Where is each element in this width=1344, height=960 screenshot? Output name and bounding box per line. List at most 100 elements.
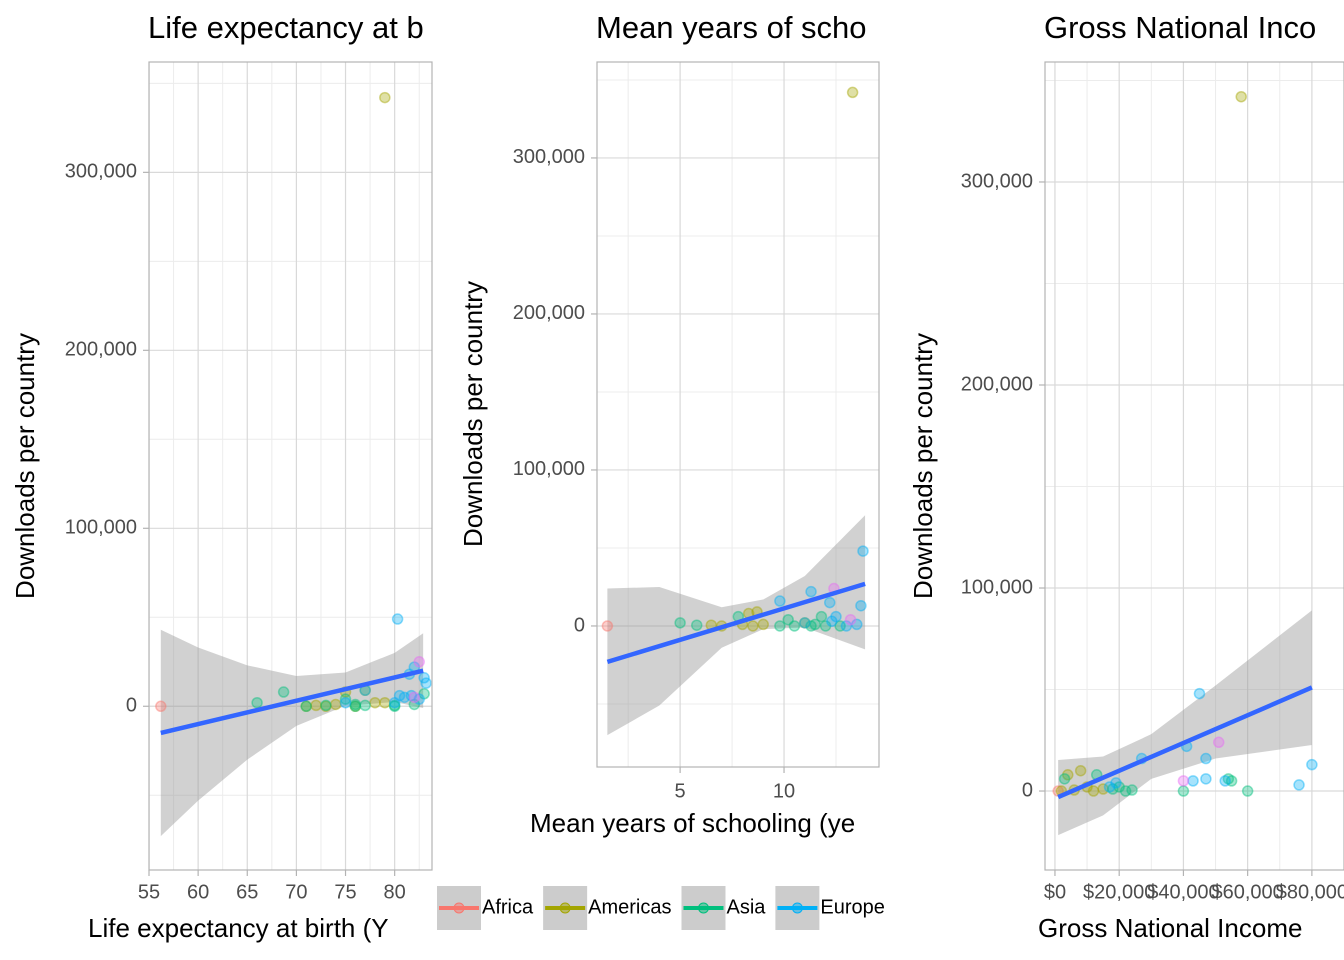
legend-point bbox=[453, 902, 465, 914]
chart-title: Mean years of scho bbox=[596, 10, 867, 45]
y-tick-label: 0 bbox=[574, 614, 585, 636]
panel: 0 100,000 200,000 300,000 55 60 65 70 75 80 Life e… bbox=[10, 10, 433, 943]
legend-point bbox=[697, 902, 709, 914]
point bbox=[805, 620, 817, 632]
point bbox=[349, 700, 362, 713]
y-tick-label: 0 bbox=[1022, 779, 1033, 801]
x-tick-label: 55 bbox=[138, 881, 160, 903]
point bbox=[799, 617, 811, 629]
point bbox=[155, 700, 167, 713]
point bbox=[1107, 783, 1119, 795]
point bbox=[1087, 785, 1100, 797]
point bbox=[857, 545, 869, 557]
x-axis-title: Gross National Income bbox=[1038, 913, 1302, 943]
fit-line bbox=[606, 581, 866, 665]
point bbox=[359, 699, 371, 712]
point bbox=[1200, 773, 1212, 785]
point bbox=[320, 699, 332, 712]
point bbox=[339, 693, 352, 705]
y-axis-title: Downloads per country bbox=[458, 281, 488, 547]
point bbox=[418, 688, 430, 700]
point bbox=[408, 698, 421, 711]
point bbox=[815, 610, 828, 623]
point bbox=[799, 617, 811, 629]
point bbox=[855, 599, 867, 612]
point bbox=[834, 620, 846, 632]
point bbox=[388, 699, 401, 712]
point bbox=[788, 620, 801, 632]
x-axis-title: Life expectancy at birth (Y bbox=[88, 913, 389, 943]
legend-label: Europe bbox=[820, 896, 885, 918]
point bbox=[601, 620, 614, 632]
point bbox=[1222, 773, 1235, 785]
point bbox=[398, 691, 411, 704]
point bbox=[277, 686, 290, 698]
point bbox=[851, 618, 863, 631]
y-tick-label: 300,000 bbox=[65, 161, 137, 183]
point bbox=[1235, 90, 1247, 103]
y-tick-label: 200,000 bbox=[961, 373, 1033, 395]
point bbox=[418, 672, 430, 684]
x-tick-label: $20,000 bbox=[1083, 881, 1155, 903]
y-tick-label: 100,000 bbox=[961, 576, 1033, 598]
plot-background bbox=[1045, 62, 1344, 870]
point bbox=[1110, 777, 1122, 789]
point bbox=[339, 696, 352, 709]
point bbox=[413, 693, 425, 705]
point bbox=[826, 615, 838, 628]
x-tick-label: 80 bbox=[384, 881, 406, 903]
point bbox=[846, 86, 859, 99]
point bbox=[840, 620, 853, 632]
point bbox=[369, 696, 381, 709]
point bbox=[413, 656, 425, 668]
point bbox=[747, 620, 759, 632]
plot-border bbox=[596, 61, 880, 768]
point bbox=[1097, 783, 1109, 795]
legend-label: Africa bbox=[482, 896, 534, 918]
point bbox=[830, 610, 842, 623]
y-tick-label: 300,000 bbox=[961, 170, 1033, 192]
point bbox=[320, 700, 332, 713]
x-tick-label: 75 bbox=[334, 881, 356, 903]
point bbox=[379, 91, 391, 104]
point bbox=[690, 619, 703, 631]
confidence-band bbox=[160, 629, 424, 837]
point bbox=[1241, 785, 1254, 797]
legend-point bbox=[559, 902, 571, 914]
point bbox=[251, 696, 263, 709]
point bbox=[1219, 775, 1231, 787]
x-tick-label: 60 bbox=[187, 881, 209, 903]
point bbox=[1074, 764, 1087, 777]
point bbox=[300, 700, 312, 713]
chart-title: Life expectancy at b bbox=[148, 10, 424, 45]
point bbox=[757, 618, 769, 631]
x-tick-label: $40,000 bbox=[1147, 881, 1219, 903]
point bbox=[823, 596, 836, 609]
point bbox=[774, 620, 786, 632]
plot-border bbox=[1044, 61, 1344, 871]
fit-line bbox=[1057, 685, 1313, 800]
x-tick-label: $80,000 bbox=[1276, 881, 1344, 903]
plot-background bbox=[149, 62, 432, 870]
x-tick-label: 5 bbox=[675, 780, 686, 802]
y-tick-label: 100,000 bbox=[513, 458, 585, 480]
legend-label: Asia bbox=[726, 896, 766, 918]
plot-area bbox=[149, 62, 432, 870]
y-axis-title: Downloads per country bbox=[908, 333, 938, 599]
panel: 0 100,000 200,000 300,000 5 10 Mean years of s… bbox=[458, 10, 880, 838]
point bbox=[420, 677, 432, 689]
point bbox=[782, 613, 794, 626]
point bbox=[1177, 775, 1190, 787]
point bbox=[1113, 781, 1125, 793]
point bbox=[391, 613, 404, 625]
x-axis-title: Mean years of schooling (ye bbox=[530, 808, 855, 838]
y-axis-title: Downloads per country bbox=[10, 333, 40, 599]
confidence-band bbox=[1058, 610, 1312, 836]
point bbox=[393, 689, 406, 702]
point bbox=[1187, 775, 1199, 787]
point bbox=[1126, 784, 1138, 796]
point bbox=[819, 620, 832, 632]
point bbox=[1193, 687, 1206, 700]
point bbox=[379, 696, 391, 709]
